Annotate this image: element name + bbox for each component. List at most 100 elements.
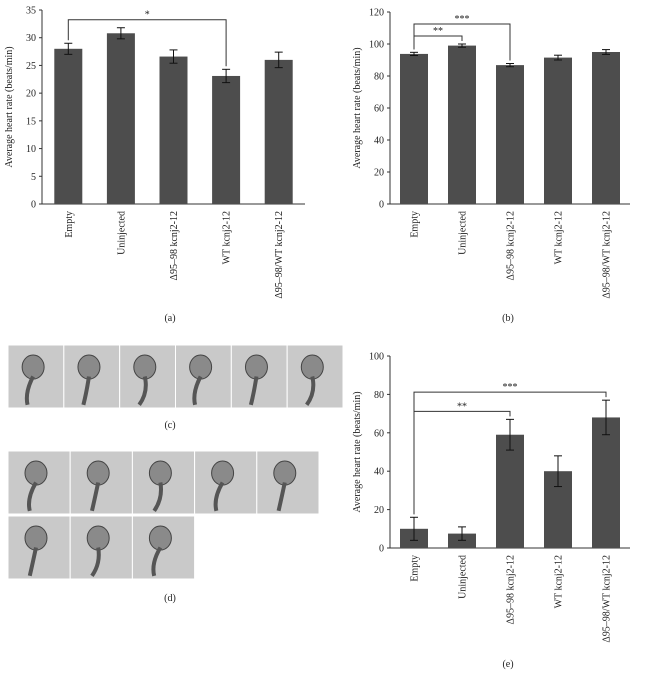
y-axis-label: Average heart rate (beats/min) [352,47,363,168]
embryo-tail [192,375,203,406]
y-tick-label: 15 [26,116,36,127]
x-tick-label: Δ95–98 kcnj2-12 [506,211,517,280]
y-tick-label: 100 [369,352,384,363]
x-tick-label: WT kcnj2-12 [222,211,233,264]
x-tick-label: WT kcnj2-12 [554,211,565,264]
bar [592,417,620,548]
significance-bracket [413,410,511,515]
embryo-yolk [244,354,268,380]
significance-bracket [413,23,511,61]
x-tick-label: Uninjected [116,211,127,255]
x-tick-label: Empty [64,211,75,238]
y-tick-label: 0 [379,200,384,211]
y-tick-label: 35 [26,6,36,17]
error-bar [274,51,283,69]
panel-caption: (e) [502,659,513,670]
embryo-yolk [77,354,101,380]
bar [448,45,476,204]
bar [400,53,428,204]
embryo-yolk [189,354,213,380]
embryo-yolk [148,460,172,486]
y-tick-label: 20 [374,505,384,516]
error-bar [169,49,178,64]
embryo-yolk [273,460,297,486]
error-bar [554,54,562,61]
embryo-yolk [86,460,110,486]
panel-caption: (a) [164,313,175,324]
bar [496,434,524,548]
significance-label: *** [503,382,518,393]
embryo-yolk [24,525,48,551]
y-tick-label: 100 [369,40,384,51]
x-tick-label: Uninjected [458,555,469,599]
x-tick-label: Empty [410,555,421,582]
embryo-tail [305,376,316,407]
bar [264,59,293,205]
y-tick-label: 20 [26,89,36,100]
significance-label: ** [457,401,467,412]
y-tick-label: 30 [26,33,36,44]
error-bar [602,49,610,55]
significance-bracket [413,391,607,515]
y-tick-label: 80 [374,72,384,83]
embryo-tail [213,481,225,512]
bar [544,57,572,204]
embryo-tail [26,481,38,512]
error-bar [458,43,466,48]
embryo-yolk [300,354,324,380]
error-bar [410,51,418,57]
x-tick-label: Uninjected [458,211,469,255]
error-bar [116,27,125,40]
y-axis-label: Average heart rate (beats/min) [352,391,363,512]
error-bar [222,68,231,84]
y-tick-label: 80 [374,390,384,401]
y-tick-label: 20 [374,168,384,179]
y-axis-label: Average heart rate (beats/min) [4,46,15,167]
significance-label: ** [433,26,443,37]
y-tick-label: 5 [31,172,36,183]
x-tick-label: Δ95–98/WT kcnj2-12 [274,211,285,299]
embryo-yolk [148,525,172,551]
significance-label: *** [455,14,470,25]
embryo-yolk [211,460,235,486]
embryo-yolk [133,354,157,380]
x-tick-label: WT kcnj2-12 [554,555,565,608]
embryo-tail [152,482,164,513]
y-tick-label: 0 [31,200,36,211]
panel-caption: (d) [164,593,176,604]
embryo-tail [27,547,38,577]
error-bar [64,42,73,55]
x-tick-label: Empty [410,211,421,238]
embryo-tail [276,482,287,512]
panel-caption: (c) [164,420,175,431]
y-tick-label: 25 [26,61,36,72]
error-bar [458,526,466,541]
x-tick-label: Δ95–98 kcnj2-12 [506,555,517,624]
significance-bracket [67,19,227,67]
significance-label: * [145,10,150,21]
embryo-yolk [24,460,48,486]
x-tick-label: Δ95–98 kcnj2-12 [169,211,180,280]
x-tick-label: Δ95–98/WT kcnj2-12 [602,555,613,643]
embryo-tail [24,375,35,406]
y-tick-label: 40 [374,136,384,147]
embryo-tail [90,482,101,512]
bar [212,75,241,205]
x-tick-label: Δ95–98/WT kcnj2-12 [602,211,613,299]
error-bar [410,516,418,541]
error-bar [506,63,514,68]
y-tick-label: 60 [374,428,384,439]
bar [159,56,188,205]
error-bar [602,399,610,436]
embryo-tail [248,376,259,406]
embryo-tail [137,376,148,407]
embryo-tail [90,547,101,578]
y-tick-label: 40 [374,467,384,478]
bar [496,65,524,205]
y-tick-label: 10 [26,144,36,155]
error-bar [506,418,514,451]
bar [106,33,135,204]
bar [592,52,620,204]
